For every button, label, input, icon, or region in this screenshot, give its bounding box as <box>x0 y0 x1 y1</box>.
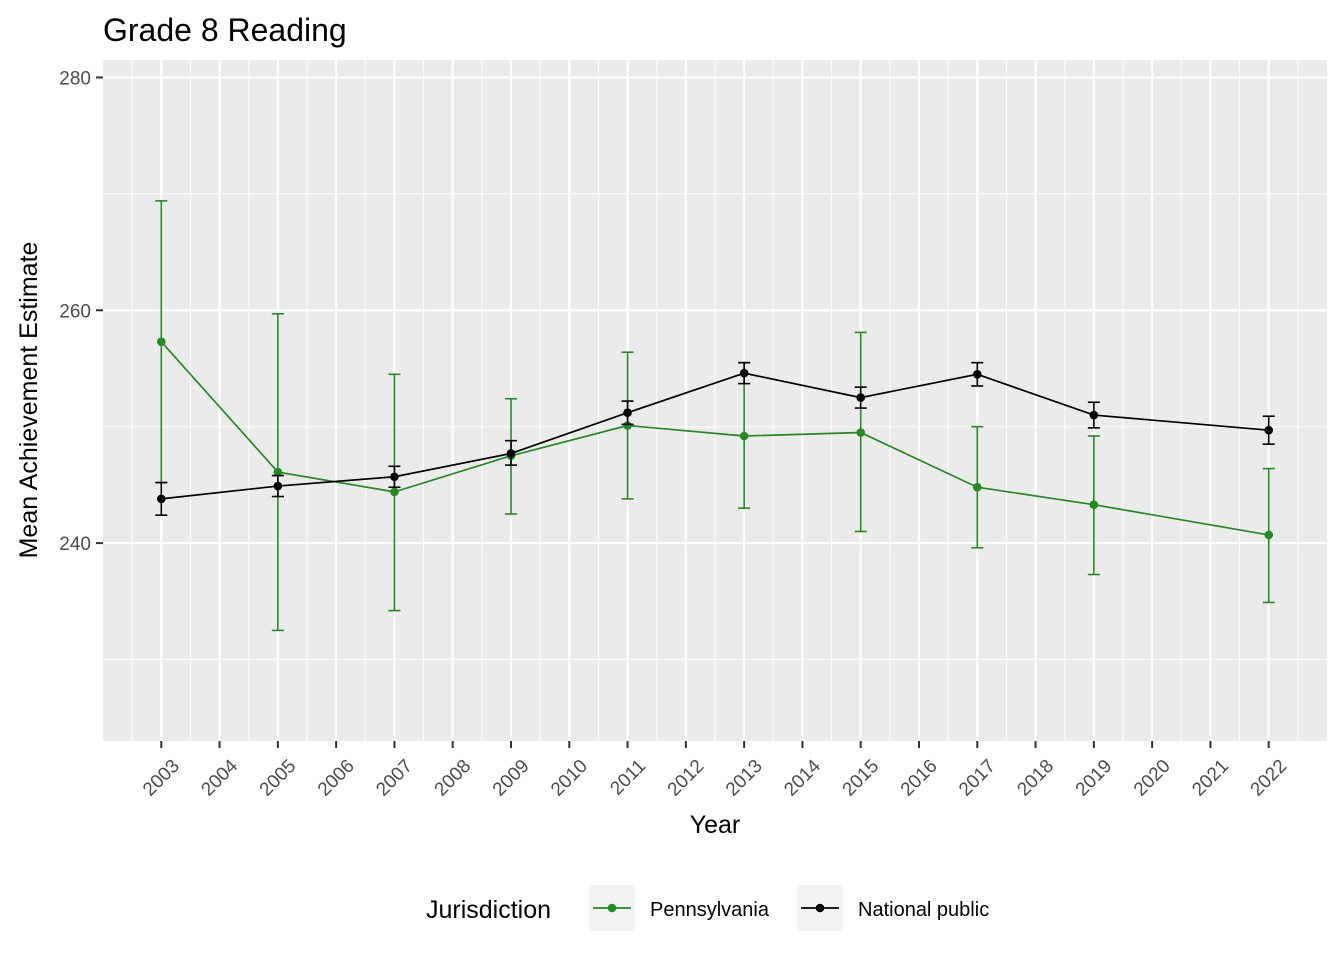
data-point <box>1264 530 1274 540</box>
data-point <box>972 370 982 379</box>
legend-title: Jurisdiction <box>426 896 551 924</box>
x-axis: 2003 2004 2005 2006 2007 2008 2009 2010 2011 2012… <box>139 741 1291 800</box>
data-point <box>156 494 166 504</box>
y-tick-label: 240 <box>59 534 91 555</box>
x-axis-title: Year <box>690 811 741 839</box>
data-point <box>623 421 632 430</box>
data-point <box>390 472 399 482</box>
x-tick-label: 2005 <box>256 756 301 801</box>
data-point <box>972 482 982 492</box>
x-tick-label: 2010 <box>547 756 592 801</box>
legend-label: National public <box>858 899 989 921</box>
x-tick-label: 2019 <box>1072 756 1117 801</box>
x-tick-label: 2006 <box>314 756 359 801</box>
data-point <box>623 408 632 418</box>
legend-key-point <box>815 903 825 913</box>
x-tick-label: 2004 <box>197 755 242 800</box>
chart-title: Grade 8 Reading <box>103 12 347 48</box>
data-point <box>856 428 866 437</box>
data-point <box>390 487 399 497</box>
data-point <box>273 481 283 491</box>
legend-key-point <box>607 903 617 913</box>
x-tick-label: 2020 <box>1130 756 1175 801</box>
x-tick-label: 2018 <box>1013 756 1058 801</box>
series-layer <box>155 200 1275 632</box>
x-tick-label: 2012 <box>664 756 709 801</box>
x-tick-label: 2022 <box>1247 756 1292 801</box>
x-tick-label: 2011 <box>606 756 650 800</box>
series-line <box>161 372 1269 500</box>
x-tick-label: 2015 <box>839 756 884 801</box>
y-axis: 240 260 280 <box>59 68 103 555</box>
x-tick-label: 2003 <box>139 756 184 801</box>
legend-item-pennsylvania: Pennsylvania <box>589 885 770 931</box>
legend-label: Pennsylvania <box>650 899 770 921</box>
y-tick-label: 260 <box>59 301 91 322</box>
x-tick-label: 2021 <box>1188 756 1233 801</box>
data-point <box>1264 425 1274 435</box>
x-tick-label: 2014 <box>780 755 825 800</box>
data-point <box>739 431 749 441</box>
x-tick-label: 2013 <box>722 756 767 801</box>
legend-item-national-public: National public <box>797 885 989 931</box>
x-tick-label: 2009 <box>489 756 534 801</box>
x-tick-label: 2007 <box>372 756 417 801</box>
data-point <box>739 368 749 378</box>
x-tick-label: 2017 <box>955 756 1000 801</box>
data-point <box>273 467 283 477</box>
data-point <box>1089 410 1099 420</box>
minor-gridlines <box>103 60 1327 741</box>
x-tick-label: 2008 <box>431 756 476 801</box>
series-national-public <box>155 361 1275 516</box>
y-tick-label: 280 <box>59 68 91 89</box>
x-tick-label: 2016 <box>897 756 942 801</box>
y-axis-title: Mean Achievement Estimate <box>15 242 43 559</box>
legend: Jurisdiction Pennsylvania National public <box>426 885 989 931</box>
data-point <box>1089 500 1099 509</box>
data-point <box>506 449 516 458</box>
data-point <box>856 393 866 402</box>
data-point <box>156 337 166 347</box>
